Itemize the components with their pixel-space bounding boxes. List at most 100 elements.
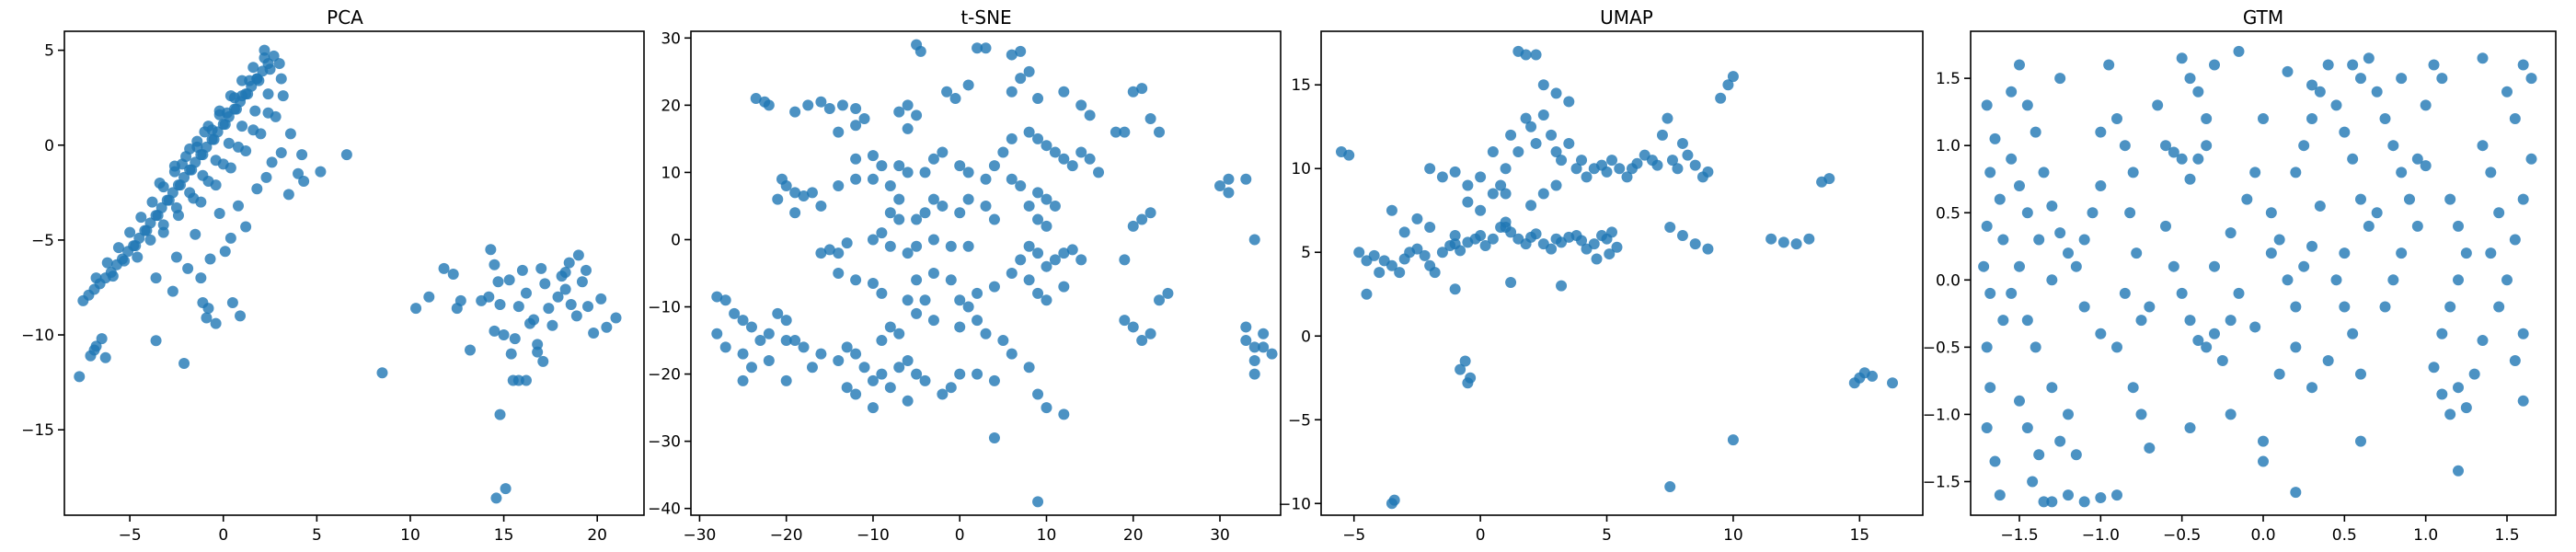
scatter-point — [833, 354, 845, 366]
scatter-point — [2428, 59, 2440, 71]
scatter-point — [2314, 86, 2326, 98]
scatter-point — [233, 200, 244, 212]
scatter-point — [2006, 287, 2018, 299]
scatter-point — [1550, 87, 1562, 99]
scatter-point — [2168, 146, 2179, 158]
scatter-point — [927, 268, 939, 279]
scatter-point — [1530, 49, 1542, 61]
scatter-point — [737, 348, 749, 360]
scatter-point — [219, 246, 231, 258]
x-tick-label: 5 — [1602, 526, 1612, 545]
scatter-point — [2021, 422, 2033, 434]
x-tick-label: −0.5 — [2163, 526, 2201, 545]
scatter-point — [2135, 315, 2147, 327]
scatter-point — [1223, 187, 1235, 199]
x-tick-label: 1.5 — [2494, 526, 2519, 545]
scatter-point — [2209, 59, 2220, 71]
scatter-point — [2347, 153, 2359, 165]
scatter-point — [2184, 422, 2196, 434]
scatter-point — [789, 106, 801, 118]
y-tick-label: 10 — [661, 164, 681, 182]
x-tick-label: −1.5 — [2000, 526, 2038, 545]
scatter-point — [2387, 140, 2399, 152]
scatter-point — [1546, 129, 1558, 141]
scatter-point — [1588, 238, 1600, 250]
scatter-point — [498, 329, 510, 341]
scatter-point — [1353, 247, 1365, 259]
scatter-point — [195, 272, 207, 284]
scatter-point — [492, 276, 504, 288]
scatter-point — [2282, 65, 2294, 77]
scatter-point — [2233, 45, 2245, 57]
scatter-point — [507, 374, 519, 386]
scatter-point — [911, 240, 923, 252]
scatter-point — [282, 189, 294, 201]
scatter-point — [2021, 207, 2033, 219]
scatter-point — [1722, 79, 1734, 91]
scatter-point — [235, 310, 247, 322]
scatter-point — [798, 190, 810, 201]
scatter-point — [210, 317, 222, 329]
scatter-point — [1411, 243, 1423, 255]
scatter-point — [1266, 348, 1278, 360]
scatter-point — [543, 303, 555, 315]
scatter-point — [1727, 71, 1739, 83]
scatter-point — [1066, 160, 1078, 172]
scatter-point — [980, 42, 992, 54]
scatter-point — [228, 92, 240, 104]
scatter-point — [954, 368, 966, 380]
scatter-point — [1576, 235, 1588, 247]
scatter-point — [2477, 140, 2489, 152]
scatter-point — [2322, 354, 2334, 366]
scatter-point — [2131, 247, 2143, 259]
scatter-point — [2509, 112, 2521, 124]
scatter-point — [1556, 155, 1568, 167]
scatter-point — [1462, 196, 1474, 208]
scatter-point — [563, 257, 575, 269]
scatter-point — [1144, 328, 1156, 339]
scatter-point — [1981, 220, 1993, 232]
scatter-point — [2168, 260, 2179, 272]
y-tick-label: 20 — [661, 97, 681, 115]
scatter-point — [1424, 221, 1436, 233]
y-tick-label: −10 — [1278, 495, 1311, 513]
scatter-point — [2314, 200, 2326, 212]
scatter-point — [1702, 243, 1714, 255]
scatter-point — [1462, 179, 1474, 191]
scatter-point — [937, 146, 949, 158]
scatter-point — [2030, 341, 2041, 353]
scatter-point — [988, 213, 1000, 225]
scatter-point — [1702, 166, 1714, 178]
scatter-point — [2460, 402, 2472, 414]
scatter-point — [157, 219, 169, 231]
scatter-point — [2355, 435, 2366, 447]
scatter-point — [972, 42, 983, 54]
scatter-point — [937, 388, 949, 400]
y-tick-label: 1.5 — [1936, 70, 1961, 88]
scatter-point — [178, 357, 190, 369]
scatter-point — [1429, 267, 1441, 279]
scatter-point — [772, 193, 784, 205]
scatter-point — [1041, 140, 1052, 152]
scatter-point — [505, 348, 517, 360]
scatter-point — [2184, 315, 2196, 327]
scatter-point — [911, 274, 923, 286]
scatter-point — [1556, 280, 1568, 292]
scatter-point — [152, 210, 164, 222]
scatter-point — [503, 274, 515, 286]
scatter-point — [2444, 408, 2456, 420]
scatter-point — [1424, 163, 1436, 175]
scatter-point — [2517, 193, 2529, 205]
scatter-point — [489, 325, 500, 337]
scatter-point — [772, 307, 784, 319]
scatter-point — [157, 226, 169, 238]
scatter-point — [2033, 449, 2045, 461]
scatter-point — [1240, 173, 1252, 185]
scatter-point — [972, 315, 983, 327]
scatter-point — [107, 270, 119, 282]
scatter-point — [559, 283, 571, 295]
scatter-point — [1032, 287, 1044, 299]
scatter-point — [1023, 362, 1035, 374]
scatter-point — [2493, 207, 2505, 219]
scatter-point — [1258, 341, 1270, 353]
